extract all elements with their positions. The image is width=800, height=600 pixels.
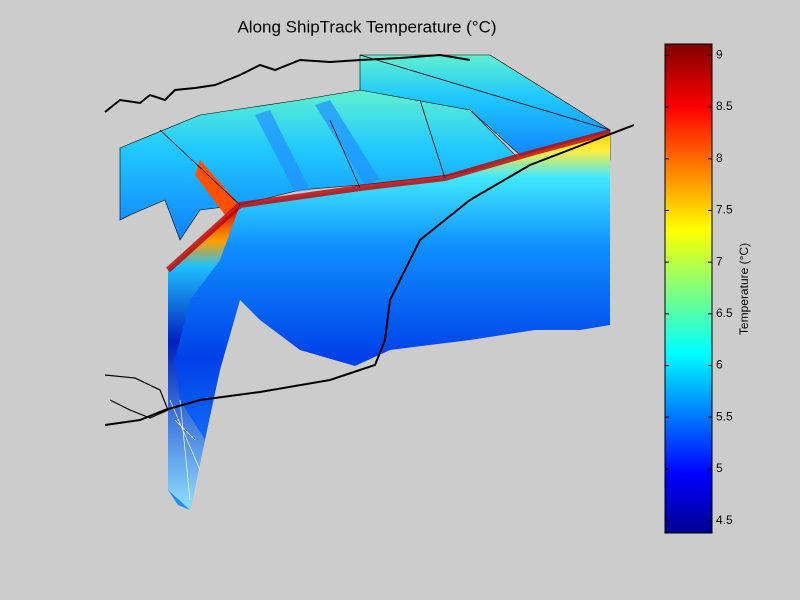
colorbar-tick-label: 9: [716, 48, 723, 62]
colorbar-tick-label: 6.5: [716, 306, 733, 320]
coastline: [104, 53, 635, 426]
colorbar-tick-label: 7: [716, 254, 723, 268]
colorbar-tick-label: 5: [716, 461, 723, 475]
colorbar-tick-label: 7.5: [716, 203, 733, 217]
colorbar-tick-label: 8.5: [716, 99, 733, 113]
colorbar: [664, 43, 713, 534]
colorbar-label: Temperature (°C): [737, 243, 751, 335]
colorbar-tick-label: 8: [716, 151, 723, 165]
colorbar-tick-label: 5.5: [716, 409, 733, 423]
chart-title: Along ShipTrack Temperature (°C): [237, 17, 496, 36]
colorbar-tick-label: 4.5: [716, 513, 733, 527]
surface: [119, 54, 611, 510]
colorbar-tick-label: 6: [716, 358, 723, 372]
